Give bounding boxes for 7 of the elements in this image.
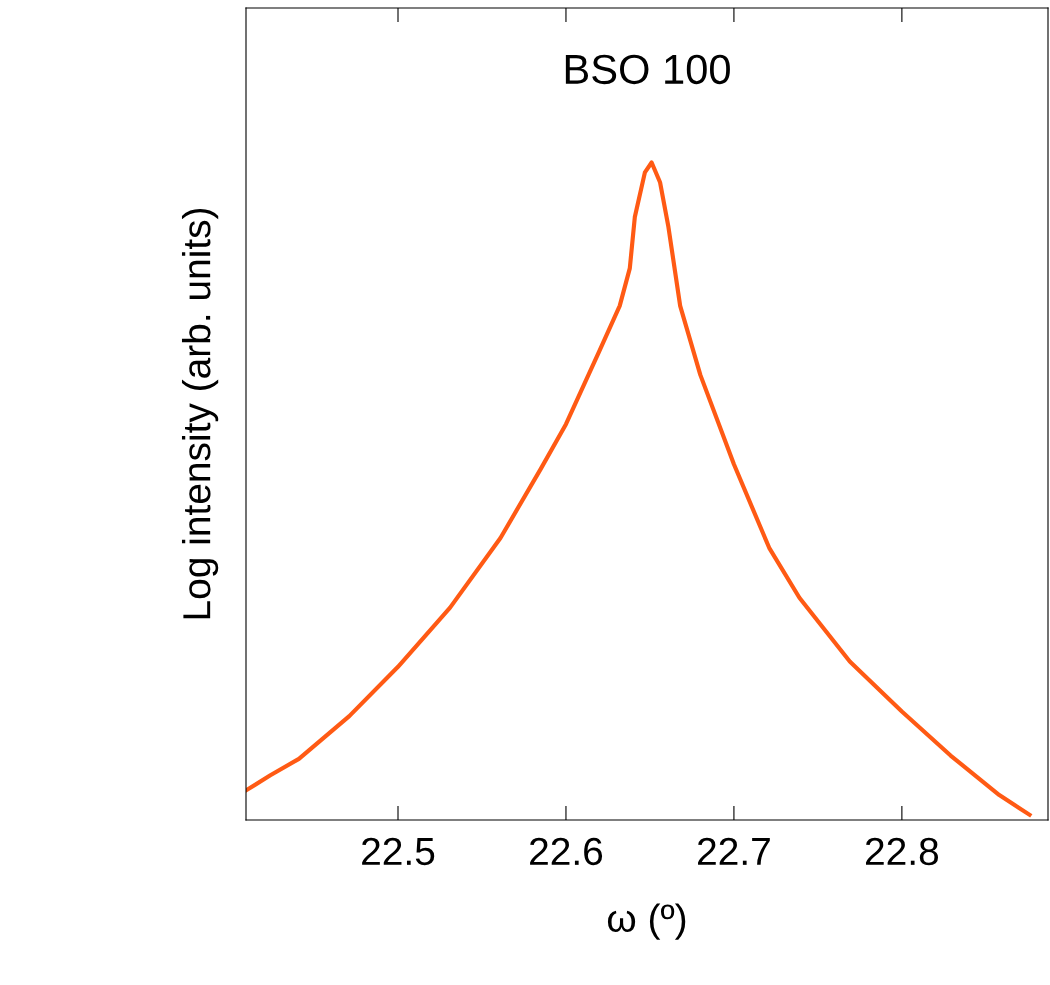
x-axis-title: ω (º): [607, 903, 686, 940]
x-tick-label: 22.8: [865, 837, 939, 866]
text: BSO 100: [565, 54, 730, 85]
x-tick-label: 22.5: [362, 837, 435, 866]
y-axis-title: Log intensity (arb. units): [181, 208, 219, 619]
x-tick-label: 22.7: [698, 837, 770, 865]
x-tick-label: 22.6: [530, 837, 603, 866]
